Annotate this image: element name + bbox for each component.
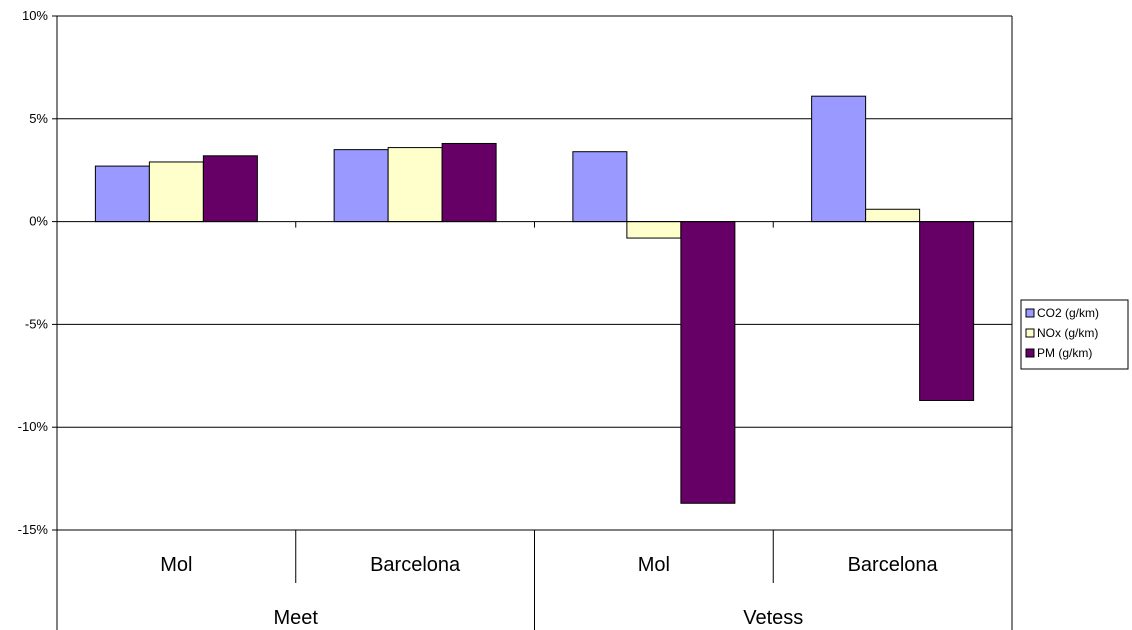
bar: [387, 147, 443, 223]
y-tick-label: 0%: [29, 214, 48, 229]
y-axis: -15% -10% -5% 0% 5% 10%: [18, 8, 58, 630]
legend-label: PM (g/km): [1037, 346, 1092, 360]
bar: [441, 142, 497, 223]
bar: [572, 151, 628, 223]
x-group-label: Vetess: [743, 607, 803, 629]
bar: [919, 221, 975, 401]
gridlines: [57, 15, 1013, 531]
y-tick-label: -10%: [18, 419, 49, 434]
x-category-label: Mol: [638, 554, 670, 576]
bar: [865, 208, 921, 223]
y-tick-label: -5%: [25, 316, 49, 331]
legend-swatch: [1025, 348, 1035, 358]
plot-area: [57, 16, 1012, 530]
legend-label: NOx (g/km): [1037, 326, 1098, 340]
legend-swatch: [1025, 308, 1035, 318]
legend-label: CO2 (g/km): [1037, 306, 1099, 320]
bar: [811, 95, 867, 223]
bar: [333, 149, 389, 223]
legend: CO2 (g/km) NOx (g/km) PM (g/km): [1020, 299, 1129, 370]
x-group-label: Meet: [274, 607, 319, 629]
y-tick-label: 10%: [22, 8, 48, 23]
bar: [626, 221, 682, 239]
plot-background: [57, 16, 1012, 530]
bar: [94, 165, 150, 223]
bar: [680, 221, 736, 504]
bar: [202, 155, 258, 223]
bars: [94, 95, 975, 504]
x-category-label: Barcelona: [848, 554, 939, 576]
x-category-label: Barcelona: [370, 554, 461, 576]
x-category-label: Mol: [160, 554, 192, 576]
legend-box: [1020, 299, 1129, 370]
x-axis: Mol Barcelona Mol Barcelona Meet Vetess: [57, 221, 1013, 630]
y-tick-label: -15%: [18, 522, 49, 537]
bar: [148, 161, 204, 223]
y-tick-label: 5%: [29, 111, 48, 126]
legend-swatch: [1025, 328, 1035, 338]
